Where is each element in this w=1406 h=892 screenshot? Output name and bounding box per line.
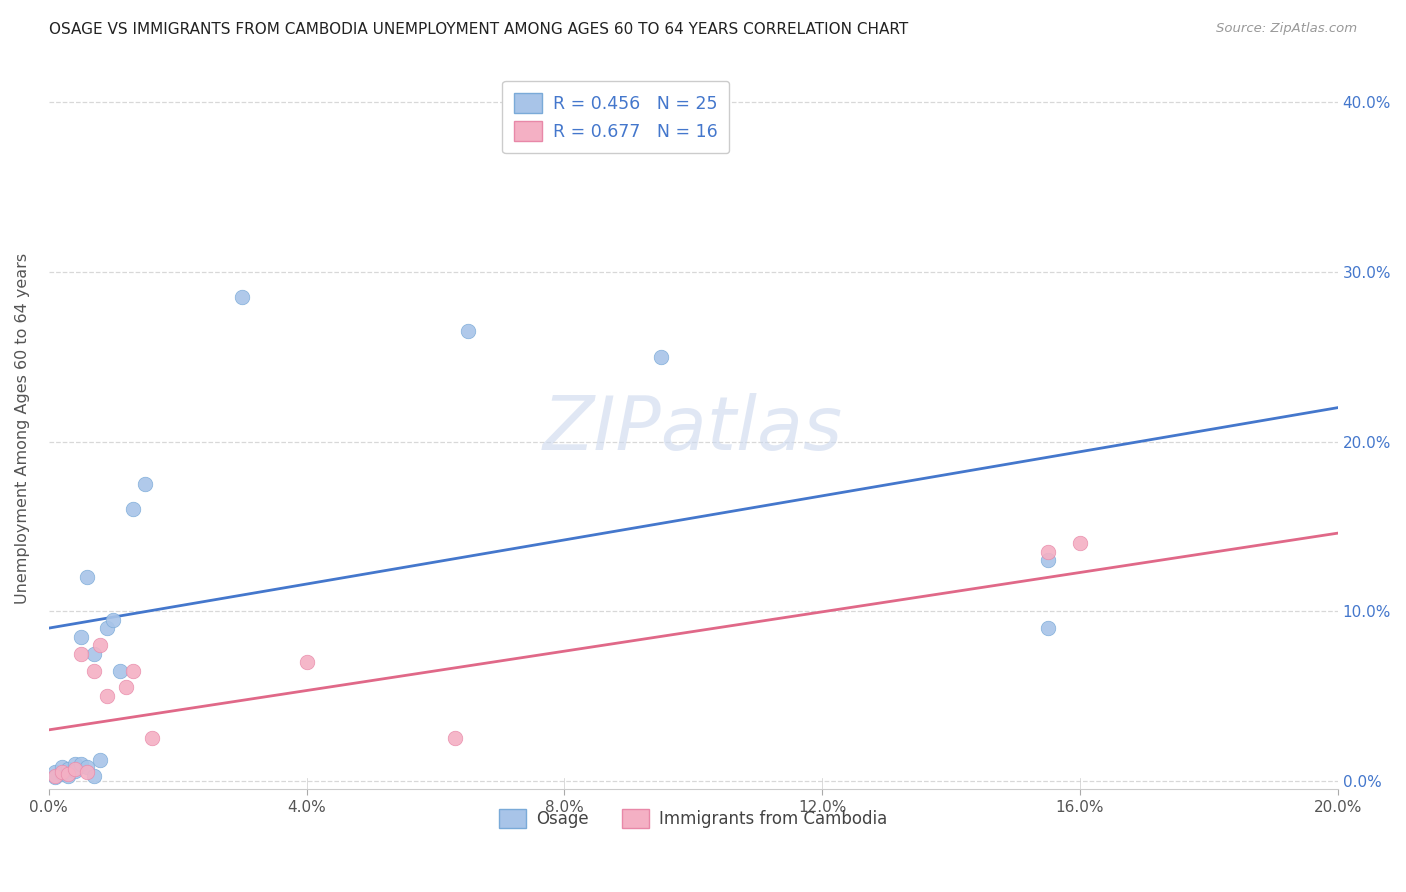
- Point: [51, 767, 73, 781]
- Point: [1036, 553, 1059, 567]
- Point: [650, 350, 672, 364]
- Point: [76, 760, 98, 774]
- Legend: Osage, Immigrants from Cambodia: Osage, Immigrants from Cambodia: [492, 803, 894, 835]
- Point: [51, 765, 73, 780]
- Point: [63, 762, 86, 776]
- Point: [134, 477, 156, 491]
- Point: [83, 664, 105, 678]
- Point: [1036, 621, 1059, 635]
- Point: [56, 762, 79, 776]
- Point: [231, 290, 253, 304]
- Point: [70, 647, 93, 661]
- Point: [121, 664, 143, 678]
- Point: [443, 731, 465, 746]
- Y-axis label: Unemployment Among Ages 60 to 64 years: Unemployment Among Ages 60 to 64 years: [15, 253, 30, 605]
- Point: [115, 681, 138, 695]
- Point: [1069, 536, 1091, 550]
- Point: [44, 765, 66, 780]
- Text: OSAGE VS IMMIGRANTS FROM CAMBODIA UNEMPLOYMENT AMONG AGES 60 TO 64 YEARS CORRELA: OSAGE VS IMMIGRANTS FROM CAMBODIA UNEMPL…: [49, 22, 908, 37]
- Point: [457, 324, 479, 338]
- Point: [70, 756, 93, 771]
- Text: Source: ZipAtlas.com: Source: ZipAtlas.com: [1216, 22, 1357, 36]
- Point: [83, 647, 105, 661]
- Point: [89, 638, 111, 652]
- Point: [56, 767, 79, 781]
- Point: [121, 502, 143, 516]
- Point: [63, 764, 86, 778]
- Point: [96, 689, 118, 703]
- Point: [83, 769, 105, 783]
- Point: [103, 613, 125, 627]
- Point: [51, 760, 73, 774]
- Point: [76, 765, 98, 780]
- Point: [63, 756, 86, 771]
- Point: [1036, 545, 1059, 559]
- Point: [295, 655, 318, 669]
- Point: [108, 664, 131, 678]
- Point: [56, 769, 79, 783]
- Point: [76, 570, 98, 584]
- Point: [96, 621, 118, 635]
- Point: [70, 630, 93, 644]
- Point: [44, 770, 66, 784]
- Text: ZIPatlas: ZIPatlas: [543, 392, 844, 465]
- Point: [89, 753, 111, 767]
- Point: [141, 731, 163, 746]
- Point: [44, 769, 66, 783]
